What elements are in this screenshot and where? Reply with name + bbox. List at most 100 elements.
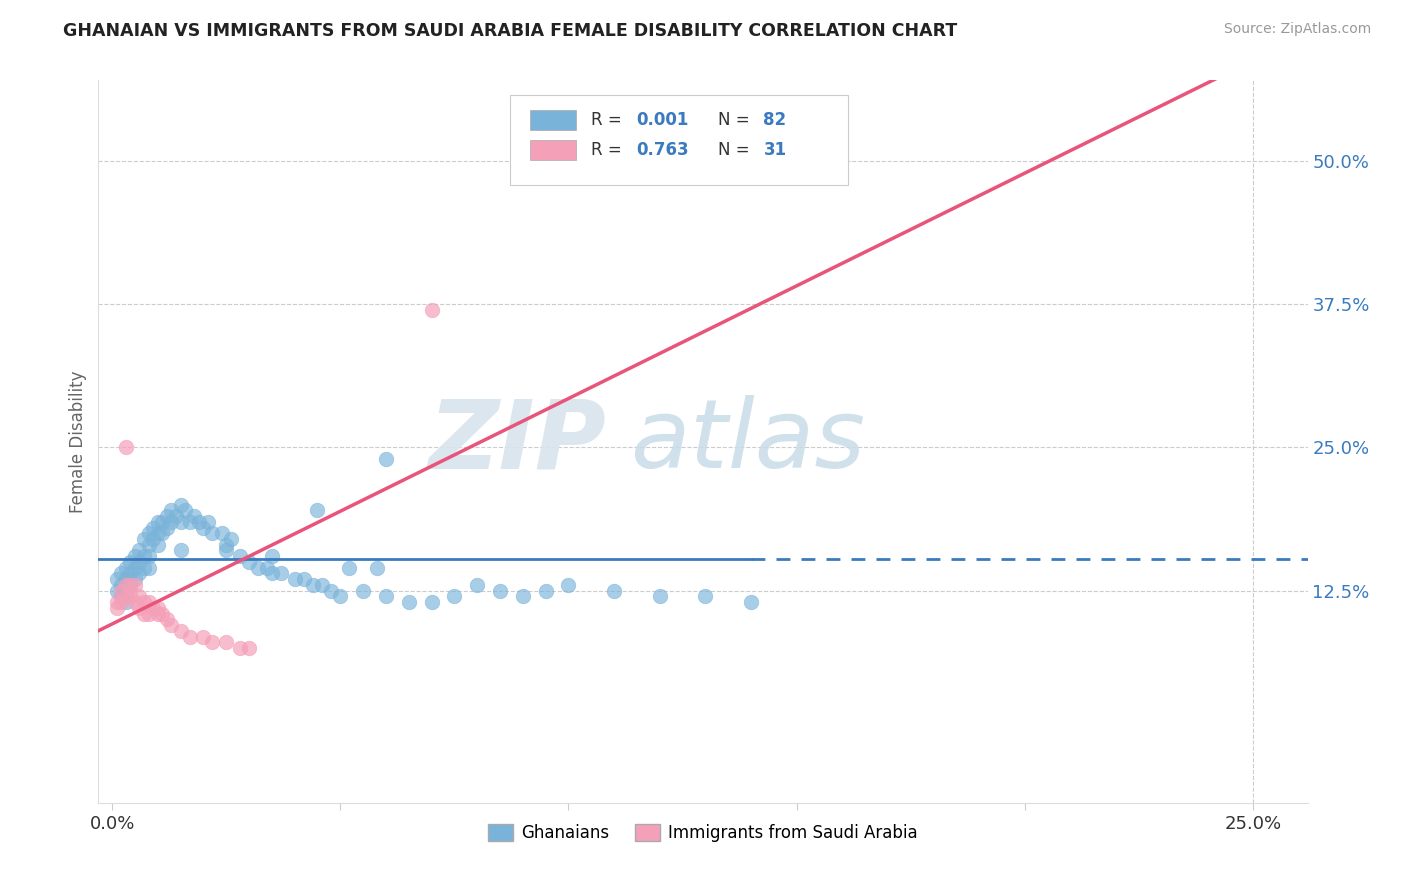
Point	[229, 549, 252, 564]
Point	[124, 549, 146, 564]
Point	[128, 590, 150, 604]
Point	[138, 538, 160, 552]
Point	[128, 566, 150, 581]
Point	[420, 302, 443, 317]
Point	[142, 520, 165, 534]
Point	[169, 624, 191, 638]
Point	[284, 572, 307, 586]
Point	[174, 503, 197, 517]
Point	[211, 526, 233, 541]
Point	[215, 635, 238, 649]
Point	[114, 578, 136, 592]
Point	[156, 520, 179, 534]
Point	[110, 583, 132, 598]
Point	[238, 640, 260, 655]
Point	[114, 590, 136, 604]
Legend: Ghanaians, Immigrants from Saudi Arabia: Ghanaians, Immigrants from Saudi Arabia	[482, 817, 924, 848]
Text: atlas: atlas	[630, 395, 866, 488]
Point	[132, 549, 155, 564]
Text: GHANAIAN VS IMMIGRANTS FROM SAUDI ARABIA FEMALE DISABILITY CORRELATION CHART: GHANAIAN VS IMMIGRANTS FROM SAUDI ARABIA…	[63, 22, 957, 40]
Point	[197, 515, 219, 529]
Text: R =: R =	[591, 111, 627, 129]
Point	[603, 583, 626, 598]
Point	[374, 451, 396, 466]
Point	[120, 555, 142, 569]
Point	[307, 503, 329, 517]
Point	[534, 583, 557, 598]
Point	[489, 583, 512, 598]
Point	[740, 595, 762, 609]
Point	[105, 583, 128, 598]
Point	[138, 549, 160, 564]
Point	[105, 572, 128, 586]
Text: 0.763: 0.763	[637, 141, 689, 160]
Point	[215, 543, 238, 558]
Point	[260, 566, 283, 581]
Point	[215, 538, 238, 552]
Point	[114, 583, 136, 598]
Point	[160, 618, 183, 632]
Point	[138, 526, 160, 541]
Point	[114, 560, 136, 574]
Point	[270, 566, 292, 581]
FancyBboxPatch shape	[509, 95, 848, 185]
Point	[420, 595, 443, 609]
Point	[146, 526, 169, 541]
Point	[146, 515, 169, 529]
Point	[124, 578, 146, 592]
Point	[138, 595, 160, 609]
Point	[247, 560, 270, 574]
Point	[329, 590, 352, 604]
Point	[105, 600, 128, 615]
Point	[302, 578, 325, 592]
Point	[465, 578, 488, 592]
Point	[146, 607, 169, 621]
Text: R =: R =	[591, 141, 627, 160]
Point	[160, 503, 183, 517]
Text: N =: N =	[717, 141, 755, 160]
Point	[146, 600, 169, 615]
Point	[512, 590, 534, 604]
Point	[138, 607, 160, 621]
Point	[183, 509, 205, 524]
Point	[187, 515, 209, 529]
Point	[193, 520, 215, 534]
Point	[132, 595, 155, 609]
Point	[138, 560, 160, 574]
Point	[124, 595, 146, 609]
Point	[201, 526, 224, 541]
Point	[352, 583, 374, 598]
Point	[146, 538, 169, 552]
Point	[110, 566, 132, 581]
Text: Source: ZipAtlas.com: Source: ZipAtlas.com	[1223, 22, 1371, 37]
Point	[150, 607, 173, 621]
FancyBboxPatch shape	[530, 140, 576, 161]
Point	[142, 600, 165, 615]
Point	[321, 583, 343, 598]
Point	[648, 590, 671, 604]
Point	[337, 560, 360, 574]
Point	[150, 515, 173, 529]
Point	[132, 607, 155, 621]
Point	[120, 566, 142, 581]
Point	[238, 555, 260, 569]
Point	[128, 555, 150, 569]
Point	[311, 578, 333, 592]
Point	[120, 590, 142, 604]
Point	[156, 509, 179, 524]
Point	[110, 578, 132, 592]
Point	[156, 612, 179, 626]
Point	[374, 590, 396, 604]
Point	[142, 532, 165, 546]
Point	[169, 498, 191, 512]
Point	[260, 549, 283, 564]
Point	[132, 532, 155, 546]
Point	[124, 572, 146, 586]
Point	[132, 560, 155, 574]
Text: ZIP: ZIP	[429, 395, 606, 488]
Point	[292, 572, 315, 586]
Point	[114, 440, 136, 454]
FancyBboxPatch shape	[530, 110, 576, 130]
Point	[398, 595, 420, 609]
Point	[179, 515, 201, 529]
